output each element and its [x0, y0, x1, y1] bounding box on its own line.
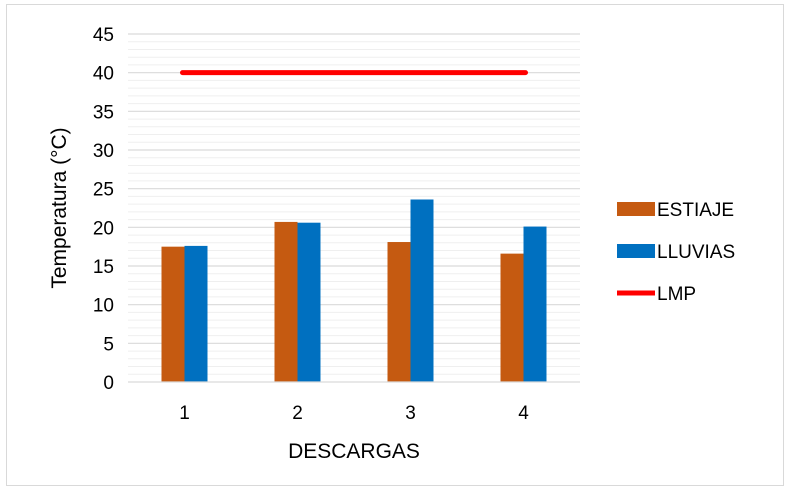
legend-swatch-lluvias: [617, 244, 655, 258]
legend-swatch-estiaje: [617, 202, 655, 216]
y-tick-label: 15: [93, 257, 114, 278]
y-tick-label: 10: [93, 296, 114, 317]
bar-lluvias-1: [184, 245, 208, 382]
x-tick-label: 1: [179, 403, 190, 424]
x-tick-label: 4: [518, 403, 529, 424]
y-tick-label: 5: [103, 334, 114, 355]
y-tick-label: 25: [93, 180, 114, 201]
legend: ESTIAJE LLUVIAS LMP: [617, 200, 735, 305]
y-tick-label: 45: [93, 25, 114, 46]
legend-label-estiaje: ESTIAJE: [657, 200, 734, 221]
bar-estiaje-3: [387, 242, 411, 382]
bar-lluvias-3: [410, 199, 434, 382]
bar-estiaje-4: [500, 253, 524, 382]
legend-label-lmp: LMP: [657, 284, 696, 305]
x-tick-labels: 1 2 3 4: [179, 403, 529, 424]
bar-lluvias-4: [523, 226, 547, 382]
y-axis-title: Temperatura (°C): [48, 127, 71, 288]
x-axis-title: DESCARGAS: [288, 440, 420, 463]
y-tick-label: 35: [93, 102, 114, 123]
y-tick-label: 40: [93, 64, 114, 85]
legend-label-lluvias: LLUVIAS: [657, 242, 735, 263]
bars: [161, 199, 547, 382]
bar-lluvias-2: [297, 222, 321, 382]
x-tick-label: 3: [405, 403, 416, 424]
y-tick-label: 0: [103, 373, 114, 394]
bar-estiaje-2: [274, 221, 298, 382]
y-tick-label: 20: [93, 218, 114, 239]
y-tick-label: 30: [93, 141, 114, 162]
bar-estiaje-1: [161, 246, 185, 382]
x-tick-label: 2: [292, 403, 303, 424]
y-tick-labels: 0 5 10 15 20 25 30 35 40 45: [93, 25, 114, 394]
